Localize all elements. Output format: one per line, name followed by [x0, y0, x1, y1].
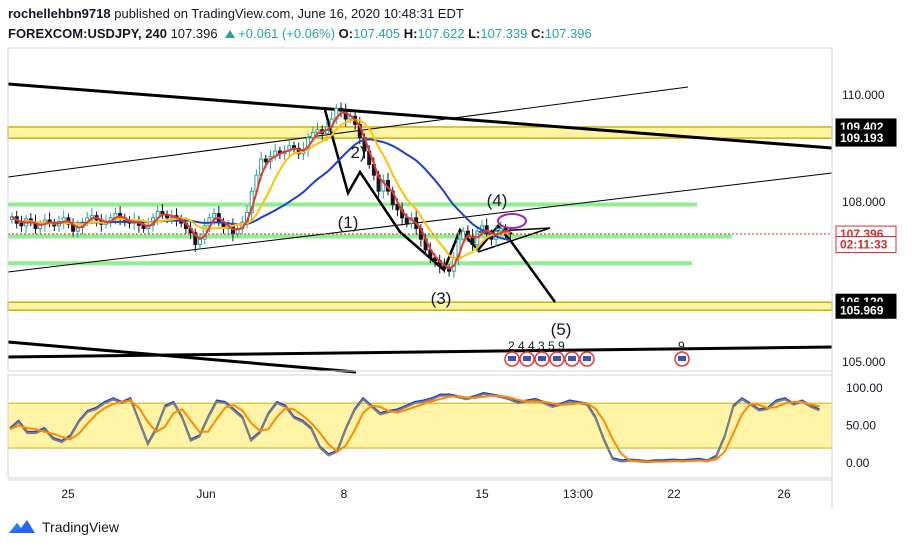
time-tick-label: 22 — [667, 487, 681, 501]
price-tick-label: 105.000 — [842, 355, 886, 369]
stochastic-pane[interactable] — [7, 391, 833, 464]
highlight-ellipse — [497, 213, 527, 229]
flag-icon — [678, 356, 686, 361]
symbol-name[interactable]: FOREXCOM:USDJPY, 240 — [8, 26, 167, 41]
tradingview-brand: TradingView — [42, 519, 120, 535]
open-label: O: — [338, 26, 354, 41]
publish-text: published on TradingView.com, June 16, 2… — [114, 6, 464, 21]
low-value: 107.339 — [480, 26, 528, 41]
price-label: 02:11:33 — [840, 238, 888, 252]
stoch-tick-label: 0.00 — [846, 456, 870, 470]
main-frame — [7, 47, 833, 372]
stoch-tick-label: 100.00 — [846, 381, 883, 395]
supply-zone-0 — [7, 126, 833, 139]
candle-body — [310, 131, 315, 139]
wave-label: 2) — [350, 143, 365, 162]
flag-icon — [583, 356, 591, 361]
close-value: 107.396 — [544, 26, 592, 41]
symbol-info: FOREXCOM:USDJPY, 240 107.396 +0.061 (+0.… — [8, 26, 592, 41]
low-label: L: — [468, 26, 481, 41]
flag-icon — [523, 356, 531, 361]
price-label: 109.193 — [840, 131, 884, 145]
candle-body — [263, 158, 268, 163]
stoch-band — [7, 402, 833, 449]
wave-label: (3) — [431, 289, 452, 308]
price-change: +0.061 (+0.06%) — [238, 26, 336, 41]
price-label-box — [835, 129, 897, 147]
price-tick-label: 108.000 — [842, 195, 886, 209]
supply-zone-1 — [7, 301, 833, 312]
time-tick-label: 25 — [61, 487, 75, 501]
ma-yellow — [11, 118, 511, 260]
channel-upper — [7, 86, 689, 178]
time-tick-label: Jun — [196, 487, 215, 501]
event-label: 2 4 4 3 5 9 — [508, 339, 565, 353]
candle-body — [212, 213, 217, 219]
high-label: H: — [403, 26, 418, 41]
time-tick-label: 8 — [341, 487, 348, 501]
trendline-lower-left — [7, 340, 357, 374]
ma-red — [11, 111, 511, 270]
trendline-bottom — [7, 345, 833, 359]
wave-label: (4) — [487, 191, 508, 210]
candle-body — [193, 232, 198, 246]
tradingview-logo[interactable]: TradingView — [8, 518, 119, 536]
flag-icon — [508, 356, 516, 361]
price-label-box — [835, 301, 897, 319]
candle-body — [198, 238, 202, 246]
channel-lower — [7, 172, 833, 273]
main-pane[interactable]: (1) 2) (3) (4) (5)2 4 4 3 5 9 9 — [7, 82, 833, 374]
candle-body — [19, 222, 24, 227]
wave-label: (1) — [338, 213, 359, 232]
candle-body — [461, 230, 466, 240]
tradingview-logo-icon — [9, 520, 35, 533]
wave-label: (5) — [551, 320, 572, 339]
high-value: 107.622 — [417, 26, 465, 41]
candle-body — [343, 110, 348, 120]
candle-body — [381, 179, 386, 192]
price-tick-label: 110.000 — [842, 88, 885, 102]
author-name[interactable]: rochellehbn9718 — [8, 6, 111, 21]
candle-body — [339, 107, 343, 112]
time-tick-label: 13:00 — [563, 487, 593, 501]
publish-info: rochellehbn9718 published on TradingView… — [8, 6, 464, 21]
stoch-d — [9, 394, 820, 463]
flag-icon — [568, 356, 576, 361]
event-label: 9 — [678, 339, 685, 353]
flag-icon — [553, 356, 561, 361]
close-label: C: — [531, 26, 545, 41]
price-label-box — [835, 236, 897, 254]
up-arrow-icon — [225, 30, 236, 38]
open-value: 107.405 — [353, 26, 401, 41]
trendline-upper — [7, 82, 833, 150]
stoch-tick-label: 50.00 — [846, 419, 876, 433]
flag-icon — [538, 356, 546, 361]
price-label: 105.969 — [840, 303, 884, 317]
time-tick-label: 26 — [777, 487, 791, 501]
last-price: 107.396 — [170, 26, 218, 41]
axes: 105.000108.000110.000109.402109.193107.3… — [7, 47, 897, 508]
candle-body — [395, 203, 400, 211]
candle-body — [498, 228, 503, 232]
time-tick-label: 15 — [475, 487, 489, 501]
